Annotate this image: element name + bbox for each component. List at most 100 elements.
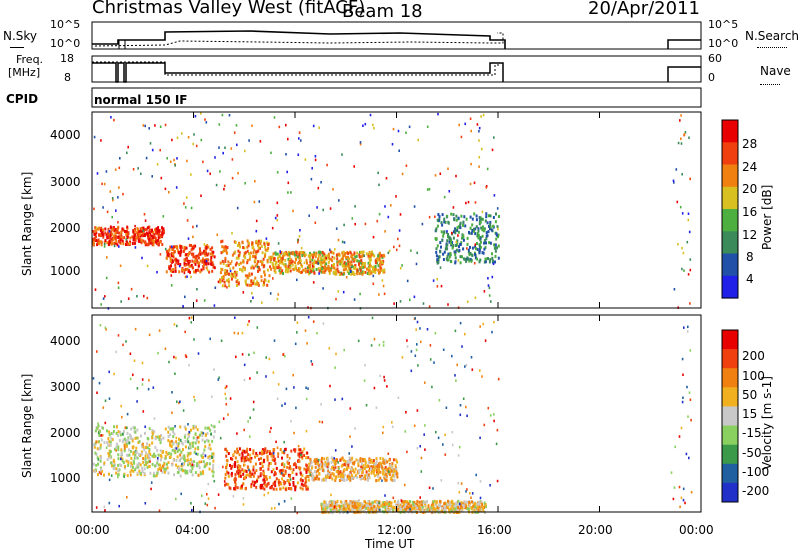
scatter-echo xyxy=(215,183,218,187)
heatmap-cell xyxy=(413,500,416,504)
heatmap-cell xyxy=(326,505,329,509)
heatmap-cell xyxy=(224,284,227,288)
heatmap-cell xyxy=(166,253,169,257)
heatmap-cell xyxy=(199,433,201,437)
heatmap-cell xyxy=(155,230,157,234)
heatmap-cell xyxy=(111,228,114,232)
heatmap-cell xyxy=(147,235,150,239)
heatmap-cell xyxy=(274,251,277,255)
scatter-echo xyxy=(479,325,481,328)
heatmap-cell xyxy=(272,450,275,454)
heatmap-cell xyxy=(305,456,308,460)
heatmap-cell xyxy=(374,261,377,265)
heatmap-cell xyxy=(242,469,245,473)
scatter-echo xyxy=(190,275,192,279)
heatmap-cell xyxy=(473,229,476,233)
heatmap-cell xyxy=(396,460,399,464)
scatter-echo xyxy=(387,452,390,455)
scatter-echo xyxy=(219,436,222,440)
heatmap-cell xyxy=(376,465,379,469)
heatmap-cell xyxy=(480,217,483,221)
scatter-echo xyxy=(416,251,418,255)
scatter-echo xyxy=(419,340,422,344)
heatmap-cell xyxy=(194,447,197,451)
heatmap-cell xyxy=(443,502,446,506)
heatmap-cell xyxy=(220,240,223,244)
heatmap-cell xyxy=(181,267,184,271)
heatmap-cell xyxy=(292,463,295,467)
heatmap-cell xyxy=(371,250,373,254)
heatmap-cell xyxy=(331,501,334,505)
heatmap-cell xyxy=(242,482,245,486)
heatmap-cell xyxy=(134,468,137,472)
scatter-echo xyxy=(405,131,407,134)
heatmap-cell xyxy=(433,499,436,503)
heatmap-cell xyxy=(112,235,115,239)
heatmap-cell xyxy=(92,462,95,466)
scatter-echo xyxy=(382,340,385,344)
heatmap-cell xyxy=(462,247,465,251)
heatmap-cell xyxy=(382,500,385,504)
heatmap-cell xyxy=(263,476,266,480)
scatter-echo xyxy=(175,356,177,360)
heatmap-cell xyxy=(393,474,396,478)
power-ytick: 2000 xyxy=(50,221,81,235)
scatter-echo xyxy=(200,194,202,197)
heatmap-cell xyxy=(121,239,124,243)
heatmap-cell xyxy=(115,228,117,231)
heatmap-cell xyxy=(257,239,260,243)
heatmap-cell xyxy=(168,265,171,269)
scatter-echo xyxy=(479,238,481,242)
heatmap-cell xyxy=(126,431,129,435)
heatmap-cell xyxy=(324,461,327,465)
heatmap-cell xyxy=(253,471,256,475)
scatter-echo xyxy=(350,265,353,269)
heatmap-cell xyxy=(225,470,228,474)
heatmap-cell xyxy=(333,460,336,464)
heatmap-cell xyxy=(227,471,230,475)
heatmap-cell xyxy=(478,251,481,255)
heatmap-cell xyxy=(229,262,232,266)
heatmap-cell xyxy=(317,257,320,261)
heatmap-cell xyxy=(454,260,457,264)
heatmap-cell xyxy=(329,501,332,505)
heatmap-cell xyxy=(282,468,285,472)
heatmap-cell xyxy=(262,469,265,473)
scatter-echo xyxy=(673,486,676,489)
scatter-echo xyxy=(278,502,280,506)
heatmap-cell xyxy=(219,278,221,282)
heatmap-cell xyxy=(349,509,352,513)
scatter-echo xyxy=(388,470,390,473)
scatter-echo xyxy=(120,300,122,303)
heatmap-cell xyxy=(277,478,280,482)
heatmap-cell xyxy=(225,247,228,251)
scatter-echo xyxy=(364,222,367,226)
scatter-echo xyxy=(454,329,457,333)
heatmap-cell xyxy=(329,268,332,272)
heatmap-cell xyxy=(183,245,186,249)
scatter-echo xyxy=(190,206,193,210)
scatter-echo xyxy=(390,204,392,207)
heatmap-cell xyxy=(374,259,377,263)
heatmap-cell xyxy=(167,435,170,438)
heatmap-cell xyxy=(436,218,439,222)
heatmap-cell xyxy=(206,258,209,262)
heatmap-cell xyxy=(272,468,275,472)
heatmap-cell xyxy=(333,507,336,511)
scatter-echo xyxy=(486,167,489,171)
heatmap-cell xyxy=(264,279,267,283)
heatmap-cell xyxy=(252,468,255,472)
heatmap-cell xyxy=(479,220,482,224)
heatmap-cell xyxy=(148,447,151,451)
heatmap-cell xyxy=(173,448,176,452)
scatter-echo xyxy=(312,320,315,323)
heatmap-cell xyxy=(95,440,98,444)
heatmap-cell xyxy=(263,482,266,485)
scatter-echo xyxy=(406,339,408,342)
x-tick: 20:00 xyxy=(578,523,613,537)
scatter-echo xyxy=(387,215,390,219)
heatmap-cell xyxy=(494,243,497,247)
heatmap-cell xyxy=(261,450,264,454)
scatter-echo xyxy=(465,363,468,367)
heatmap-cell xyxy=(300,250,303,254)
